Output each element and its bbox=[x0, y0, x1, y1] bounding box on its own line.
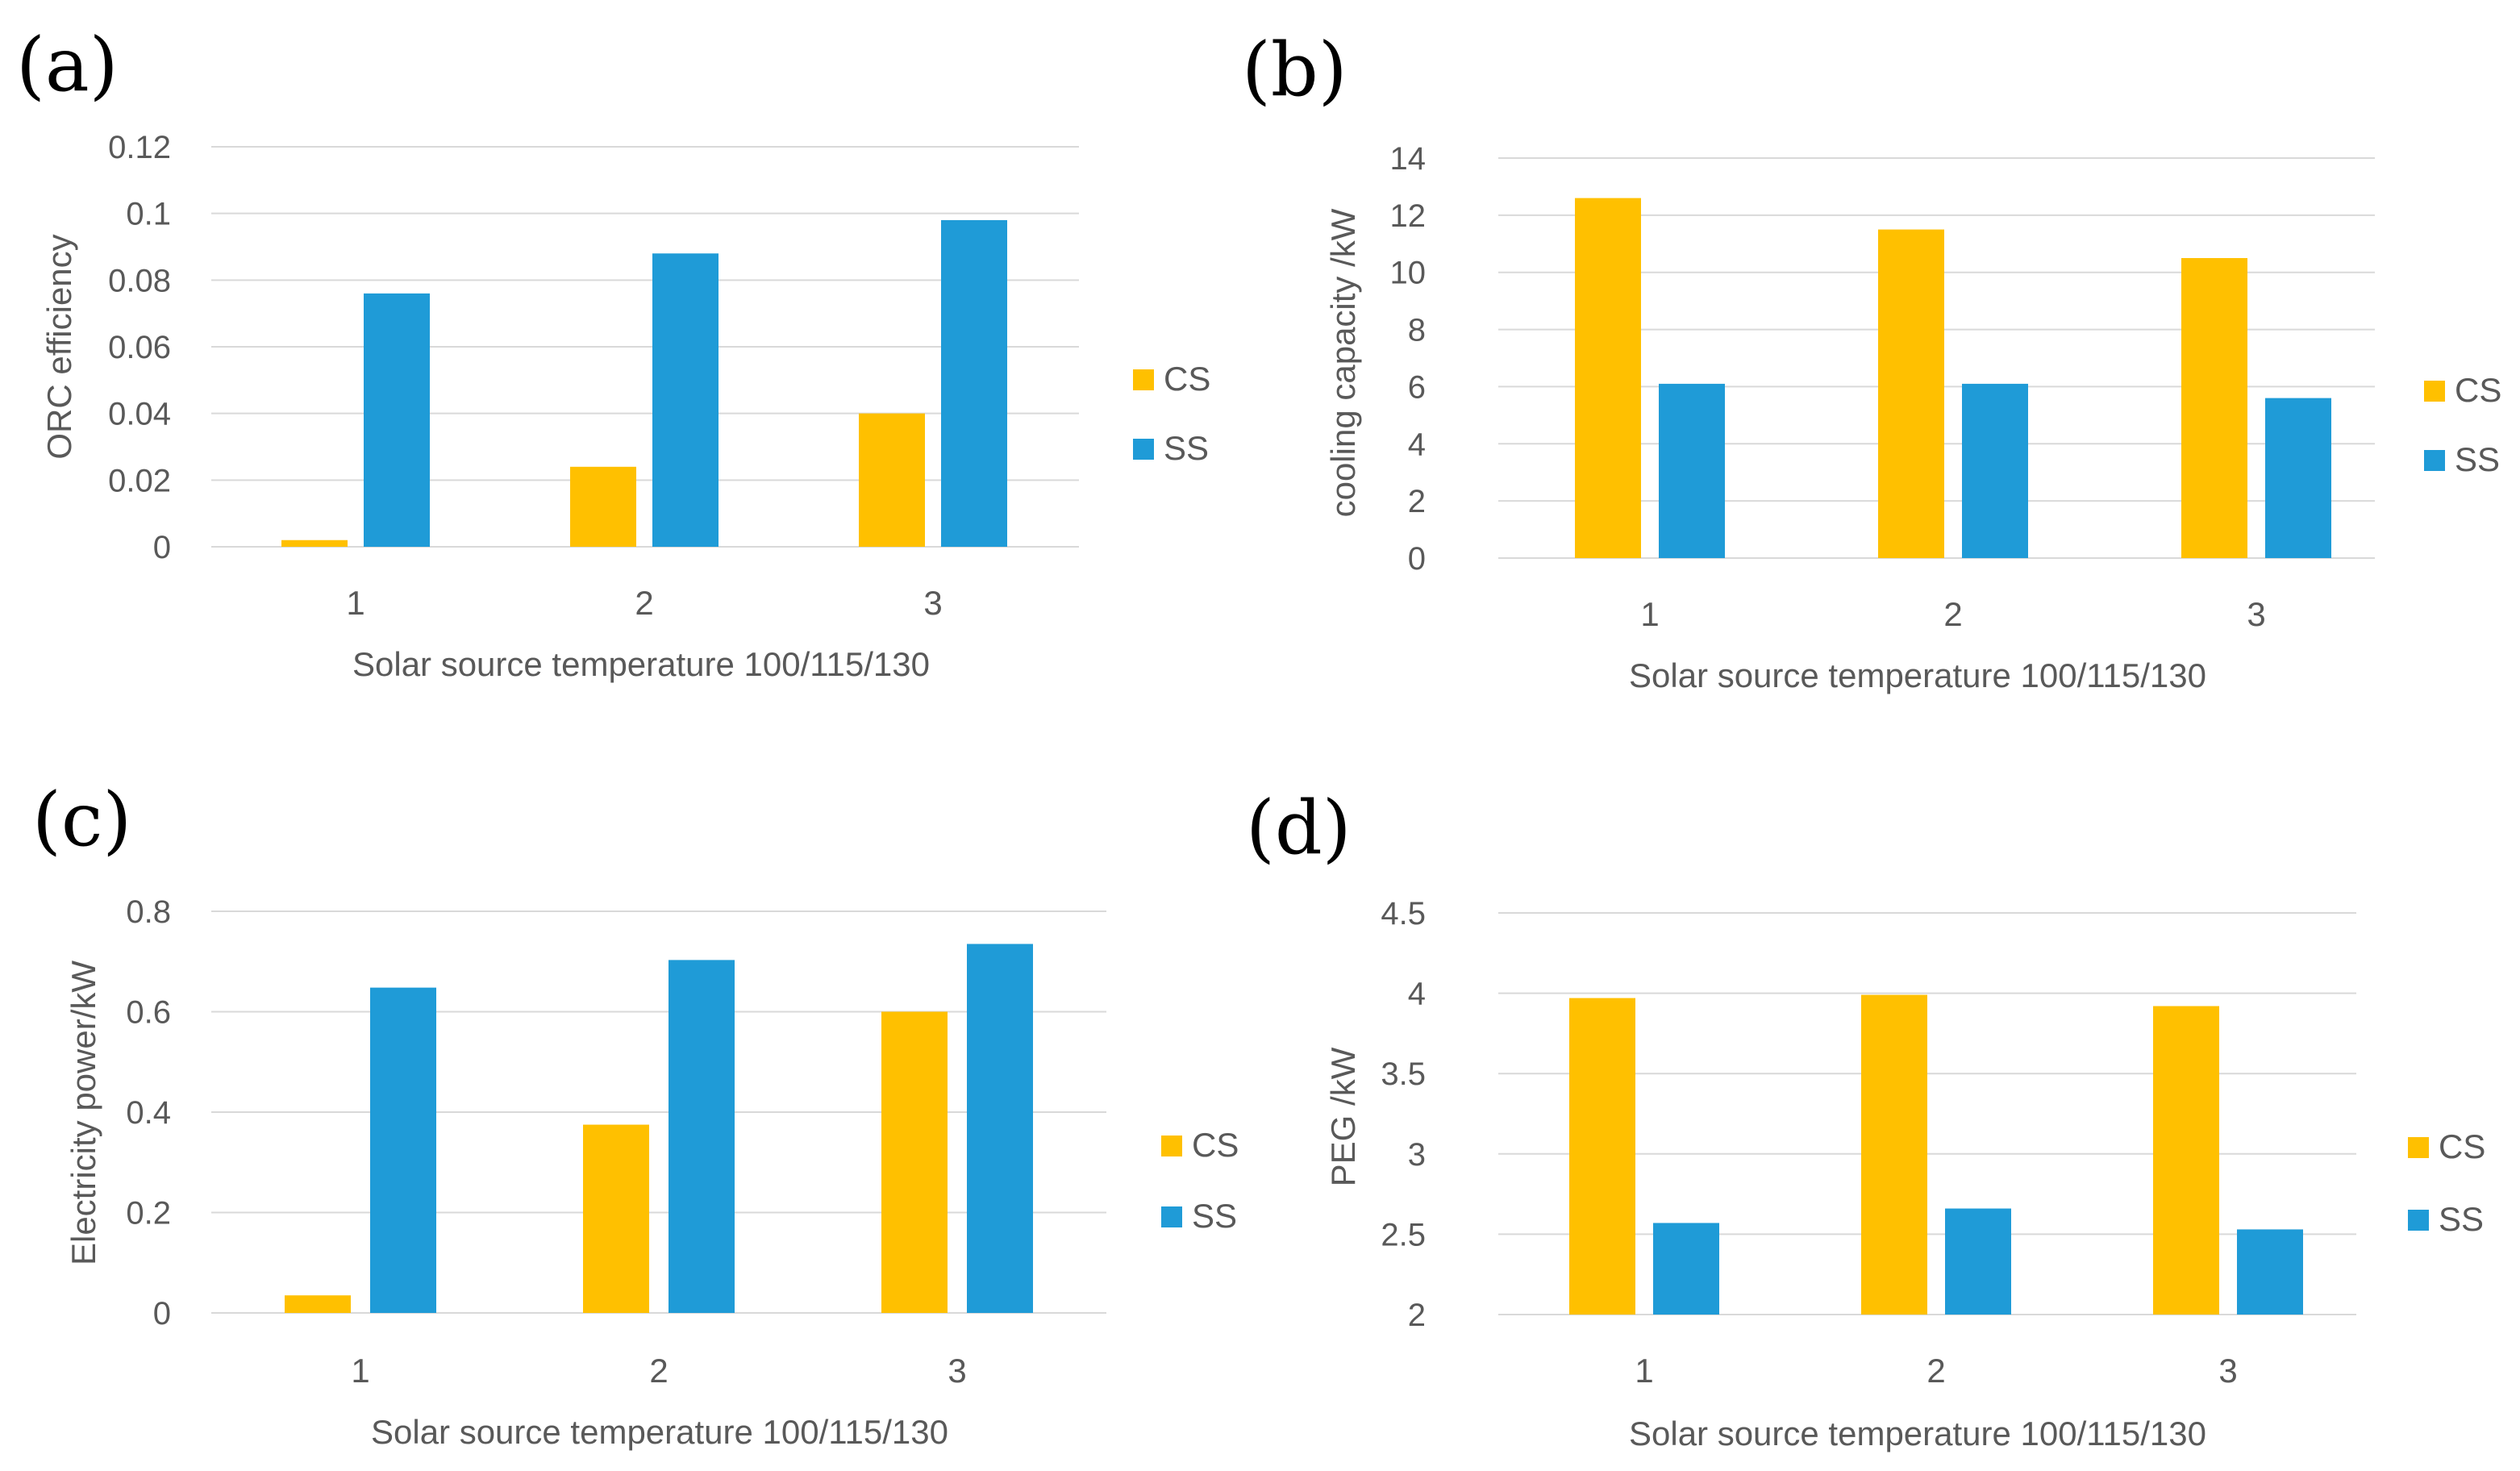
panel-a-plot: 0 0.02 0.04 0.06 0.08 0.1 0.12 1 2 3 CS SS bbox=[108, 130, 1210, 622]
panel-a-x-tick-label: 3 bbox=[923, 584, 942, 622]
panel-a-y-tick-label: 0.02 bbox=[108, 463, 171, 498]
panel-d-y-tick-label: 2 bbox=[1408, 1298, 1426, 1333]
panel-d-bar-cs-2 bbox=[1861, 994, 1927, 1315]
panel-c-legend-label-cs: CS bbox=[1192, 1126, 1239, 1164]
panel-c-y-tick-label: 0.6 bbox=[126, 995, 171, 1031]
panel-a-x-tick-label: 2 bbox=[635, 584, 653, 622]
panel-d-legend-label-cs: CS bbox=[2439, 1127, 2485, 1165]
panel-b-y-axis-label: cooling capacity /kW bbox=[1324, 208, 1362, 517]
panel-a-y-tick-label: 0.06 bbox=[108, 330, 171, 365]
panel-d-x-tick-label: 1 bbox=[1635, 1352, 1653, 1390]
panel-a-bar-cs-2 bbox=[570, 466, 636, 547]
panel-a-bar-ss-1 bbox=[364, 293, 430, 547]
panel-c-legend-label-ss: SS bbox=[1192, 1197, 1237, 1235]
panel-b-x-tick-label: 2 bbox=[1943, 595, 1962, 633]
panel-b-y-tick-label: 14 bbox=[1390, 141, 1427, 177]
panel-c-y-axis-label: Electricity power/kW bbox=[65, 961, 102, 1265]
panel-d-bar-ss-3 bbox=[2237, 1229, 2303, 1315]
panel-b-y-tick-label: 4 bbox=[1408, 427, 1426, 462]
panel-a-letter: (a) bbox=[16, 22, 119, 108]
panel-d-x-axis-label: Solar source temperature 100/115/130 bbox=[1629, 1415, 2206, 1452]
panel-b-y-tick-label: 0 bbox=[1408, 541, 1426, 577]
panel-c-x-axis-label: Solar source temperature 100/115/130 bbox=[371, 1413, 948, 1451]
panel-d-y-tick-label: 2.5 bbox=[1381, 1217, 1426, 1252]
panel-c-y-tick-label: 0.4 bbox=[126, 1095, 171, 1131]
panel-b-bar-ss-1 bbox=[1659, 383, 1725, 558]
panel-b-x-axis-label: Solar source temperature 100/115/130 bbox=[1629, 656, 2206, 694]
panel-c-bar-ss-2 bbox=[669, 960, 735, 1313]
panel-a-bar-ss-3 bbox=[941, 219, 1007, 547]
panel-b-y-tick-label: 8 bbox=[1408, 313, 1426, 348]
panel-b-bar-ss-2 bbox=[1962, 383, 2028, 558]
panel-c-bar-cs-3 bbox=[881, 1011, 948, 1313]
panel-a-legend-label-cs: CS bbox=[1164, 360, 1210, 398]
panel-a: (a) 0 0.02 0.04 0.06 0.08 0.1 0.12 1 2 3 CS SS ORC … bbox=[16, 22, 1210, 683]
panel-d-letter: (d) bbox=[1246, 785, 1352, 871]
panel-d-bar-ss-1 bbox=[1653, 1223, 1719, 1315]
panel-d-y-tick-label: 4 bbox=[1408, 977, 1426, 1012]
panel-d-legend-swatch-cs bbox=[2408, 1137, 2429, 1158]
panel-d-bar-cs-1 bbox=[1569, 998, 1635, 1315]
panel-a-x-tick-label: 1 bbox=[346, 584, 364, 622]
panel-c-bar-cs-2 bbox=[583, 1124, 649, 1313]
panel-a-bar-cs-1 bbox=[281, 540, 348, 547]
panel-b-bar-cs-2 bbox=[1878, 229, 1944, 558]
panel-d-y-tick-label: 4.5 bbox=[1381, 896, 1426, 931]
panel-b-x-tick-label: 1 bbox=[1640, 595, 1659, 633]
panel-c-y-tick-label: 0.2 bbox=[126, 1196, 171, 1231]
panel-d: (d) 2 2.5 3 3.5 4 4.5 1 2 3 CS SS PEG /kW Solar so… bbox=[1246, 785, 2485, 1452]
panel-a-y-tick-label: 0.04 bbox=[108, 397, 171, 432]
panel-c-plot: 0 0.2 0.4 0.6 0.8 1 2 3 CS SS bbox=[126, 894, 1239, 1390]
panel-c-x-tick-label: 1 bbox=[351, 1352, 369, 1390]
panel-b-letter: (b) bbox=[1242, 27, 1347, 113]
panel-a-x-axis-label: Solar source temperature 100/115/130 bbox=[352, 645, 930, 683]
panel-d-legend-label-ss: SS bbox=[2439, 1200, 2484, 1238]
panel-a-y-tick-label: 0.1 bbox=[126, 197, 171, 232]
panel-d-plot: 2 2.5 3 3.5 4 4.5 1 2 3 CS SS bbox=[1381, 896, 2485, 1390]
panel-d-bar-ss-2 bbox=[1945, 1208, 2011, 1315]
panel-a-y-axis-label: ORC efficiency bbox=[40, 234, 78, 459]
panel-c-bar-cs-1 bbox=[285, 1295, 351, 1313]
panel-b-y-tick-label: 10 bbox=[1390, 256, 1427, 291]
panel-c-bar-ss-3 bbox=[967, 944, 1033, 1313]
panel-d-legend-swatch-ss bbox=[2408, 1210, 2429, 1231]
panel-c-bar-ss-1 bbox=[370, 987, 436, 1313]
panel-b-y-tick-label: 2 bbox=[1408, 484, 1426, 519]
panel-a-y-tick-label: 0.08 bbox=[108, 263, 171, 298]
panel-b-legend-label-cs: CS bbox=[2455, 371, 2501, 409]
panel-b-bar-cs-3 bbox=[2181, 258, 2247, 558]
panel-a-bar-ss-2 bbox=[652, 253, 719, 547]
panel-d-y-tick-label: 3 bbox=[1408, 1137, 1426, 1173]
panel-a-legend-swatch-cs bbox=[1133, 369, 1154, 390]
panel-c-y-tick-label: 0.8 bbox=[126, 894, 171, 930]
panel-b-legend-swatch-cs bbox=[2424, 381, 2445, 402]
panel-c-x-tick-label: 3 bbox=[948, 1352, 966, 1390]
panel-a-legend-swatch-ss bbox=[1133, 439, 1154, 460]
panel-a-y-tick-label: 0 bbox=[153, 530, 171, 565]
panel-b-y-tick-label: 12 bbox=[1390, 198, 1427, 234]
panel-b-legend-label-ss: SS bbox=[2455, 440, 2500, 478]
panel-d-y-tick-label: 3.5 bbox=[1381, 1056, 1426, 1092]
panel-b-bar-ss-3 bbox=[2265, 398, 2331, 558]
panel-d-y-axis-label: PEG /kW bbox=[1324, 1047, 1362, 1186]
panel-b-y-tick-label: 6 bbox=[1408, 369, 1426, 405]
panel-c-legend-swatch-ss bbox=[1161, 1206, 1182, 1227]
panel-d-bar-cs-3 bbox=[2153, 1006, 2219, 1315]
panel-d-x-tick-label: 3 bbox=[2218, 1352, 2237, 1390]
panel-c-legend-swatch-cs bbox=[1161, 1136, 1182, 1156]
panel-b-legend-swatch-ss bbox=[2424, 450, 2445, 471]
panel-b-bar-cs-1 bbox=[1575, 198, 1641, 558]
panel-a-y-tick-label: 0.12 bbox=[108, 130, 171, 165]
panel-c-y-tick-label: 0 bbox=[153, 1296, 171, 1331]
panel-a-bar-cs-3 bbox=[859, 413, 925, 547]
panel-c-letter: (c) bbox=[32, 777, 131, 863]
panel-b-x-tick-label: 3 bbox=[2247, 595, 2265, 633]
panel-c: (c) 0 0.2 0.4 0.6 0.8 1 2 3 CS SS Electricity pow… bbox=[32, 777, 1239, 1451]
panel-d-x-tick-label: 2 bbox=[1926, 1352, 1945, 1390]
panel-c-x-tick-label: 2 bbox=[649, 1352, 668, 1390]
panel-a-legend-label-ss: SS bbox=[1164, 429, 1209, 467]
